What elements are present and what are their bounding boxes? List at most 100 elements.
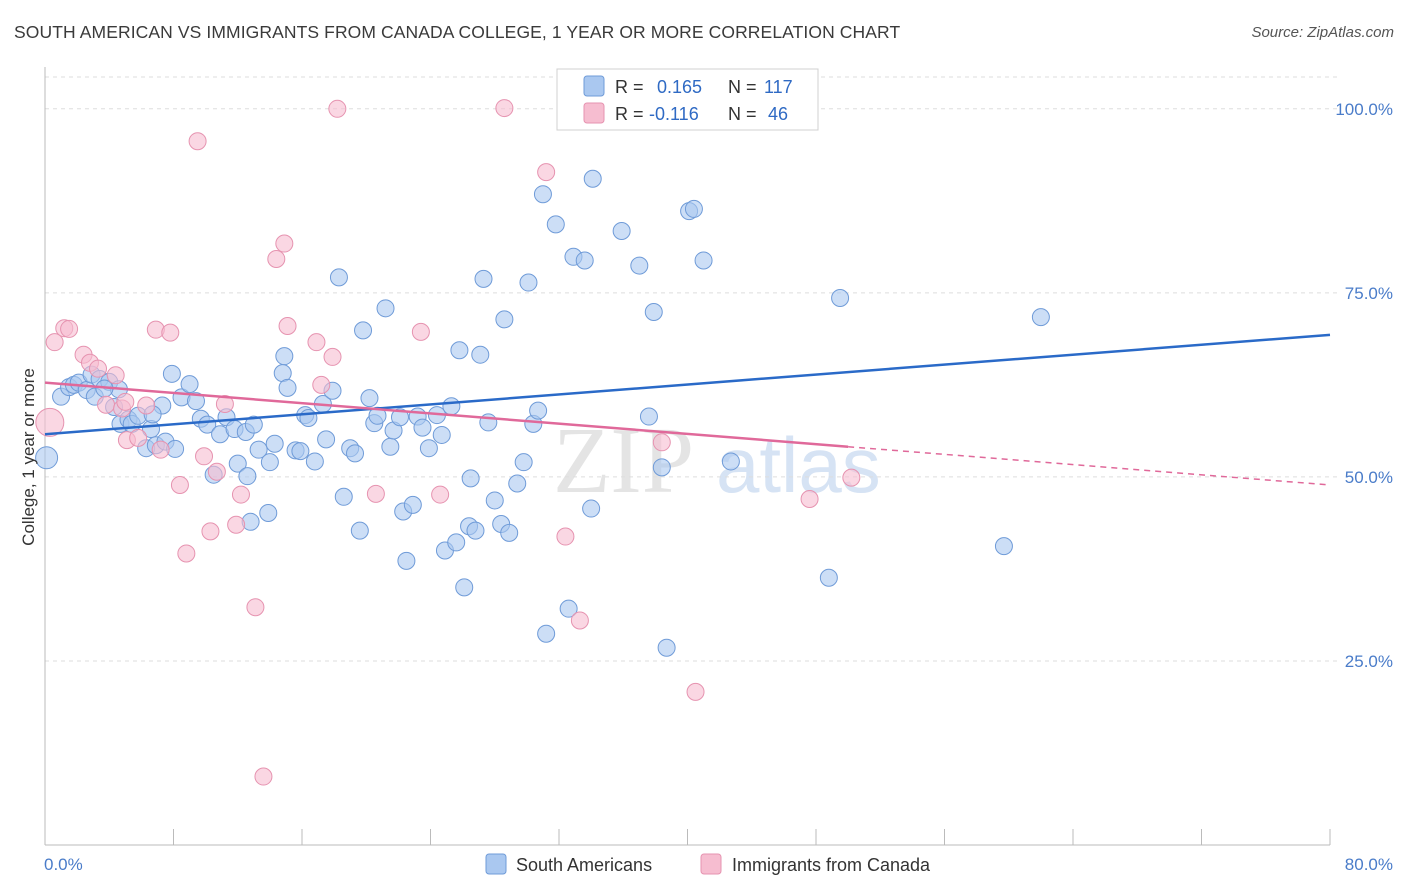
point-immigrants-canada (556, 527, 575, 546)
x-tick-label: 80.0% (1345, 855, 1393, 874)
stats-n-value-pink: 46 (768, 104, 788, 124)
point-south-americans (397, 551, 416, 570)
legend-swatch-south-americans (485, 853, 507, 875)
point-south-americans (275, 347, 294, 366)
x-tick-label: 0.0% (44, 855, 83, 874)
point-immigrants-canada (116, 392, 135, 411)
stats-n-label-blue: N = (728, 77, 757, 97)
point-immigrants-canada (170, 476, 189, 495)
point-immigrants-canada (201, 522, 220, 541)
data-points (35, 99, 1050, 786)
trend-line-immigrants-canada (44, 381, 849, 448)
point-south-americans (305, 452, 324, 471)
point-south-americans (260, 453, 279, 472)
point-immigrants-canada (267, 249, 286, 268)
point-south-americans (533, 185, 552, 204)
point-south-americans (244, 415, 263, 434)
point-south-americans (403, 495, 422, 514)
point-south-americans (346, 444, 365, 463)
point-south-americans (447, 533, 466, 552)
point-immigrants-canada (570, 611, 589, 630)
point-south-americans (466, 521, 485, 540)
point-immigrants-canada (231, 485, 250, 504)
point-immigrants-canada (146, 320, 165, 339)
point-south-americans (354, 321, 373, 340)
point-immigrants-canada (652, 433, 671, 452)
point-south-americans (819, 568, 838, 587)
trend-line-immigrants-canada-extension (848, 445, 1331, 486)
point-immigrants-canada (97, 395, 116, 414)
point-south-americans (278, 378, 297, 397)
point-south-americans (519, 273, 538, 292)
point-south-americans (630, 256, 649, 275)
point-immigrants-canada (161, 323, 180, 342)
point-south-americans (500, 523, 519, 542)
point-south-americans (329, 268, 348, 287)
point-south-americans (575, 251, 594, 270)
point-immigrants-canada (431, 485, 450, 504)
trend-line-south-americans (44, 333, 1331, 436)
point-immigrants-canada (195, 447, 214, 466)
point-south-americans (461, 469, 480, 488)
point-immigrants-canada (411, 322, 430, 341)
point-south-americans (291, 442, 310, 461)
stats-r-value-pink: -0.116 (649, 104, 699, 124)
tick-labels: 25.0% 50.0% 75.0% 100.0% 0.0% 80.0% (44, 100, 1393, 874)
point-south-americans (994, 537, 1013, 556)
point-south-americans (471, 345, 490, 364)
point-south-americans (559, 599, 578, 618)
point-south-americans (186, 392, 205, 411)
point-immigrants-canada (227, 515, 246, 534)
point-south-americans (455, 578, 474, 597)
point-south-americans (259, 503, 278, 522)
y-tick-label: 25.0% (1345, 652, 1393, 671)
point-south-americans (413, 418, 432, 437)
point-south-americans (639, 407, 658, 426)
point-immigrants-canada (45, 333, 64, 352)
point-south-americans (360, 389, 379, 408)
grid-lines (45, 76, 1340, 662)
point-south-americans (1031, 308, 1050, 327)
point-south-americans (694, 251, 713, 270)
stats-r-label-pink: R = (615, 104, 644, 124)
y-tick-label: 100.0% (1335, 100, 1393, 119)
point-south-americans (162, 364, 181, 383)
point-south-americans (485, 491, 504, 510)
point-immigrants-canada (246, 598, 265, 617)
point-south-americans (583, 169, 602, 188)
point-immigrants-canada (495, 99, 514, 118)
point-south-americans (317, 430, 336, 449)
point-south-americans (514, 453, 533, 472)
stats-n-label-pink: N = (728, 104, 757, 124)
point-immigrants-canada (312, 375, 331, 394)
point-south-americans (546, 215, 565, 234)
point-immigrants-canada (307, 333, 326, 352)
point-immigrants-canada (328, 99, 347, 118)
point-south-americans (831, 289, 850, 308)
point-immigrants-canada (35, 407, 65, 437)
point-immigrants-canada (800, 489, 819, 508)
legend-label-south-americans: South Americans (516, 855, 652, 875)
legend-label-immigrants-canada: Immigrants from Canada (732, 855, 931, 875)
point-immigrants-canada (323, 347, 342, 366)
stats-swatch-blue (583, 75, 605, 97)
point-south-americans (442, 397, 461, 416)
point-south-americans (299, 409, 318, 428)
point-south-americans (529, 401, 548, 420)
watermark-atlas: atlas (716, 421, 881, 509)
point-immigrants-canada (842, 468, 861, 487)
point-south-americans (180, 375, 199, 394)
point-south-americans (450, 341, 469, 360)
point-south-americans (474, 269, 493, 288)
stats-r-label-blue: R = (615, 77, 644, 97)
point-south-americans (238, 467, 257, 486)
point-south-americans (612, 222, 631, 241)
point-south-americans (684, 199, 703, 218)
point-south-americans (376, 299, 395, 318)
legend-swatch-immigrants-canada (700, 853, 722, 875)
y-axis-label: College, 1 year or more (19, 368, 38, 546)
point-south-americans (657, 638, 676, 657)
point-immigrants-canada (89, 359, 108, 378)
trend-lines (44, 333, 1331, 486)
point-south-americans (390, 408, 409, 427)
